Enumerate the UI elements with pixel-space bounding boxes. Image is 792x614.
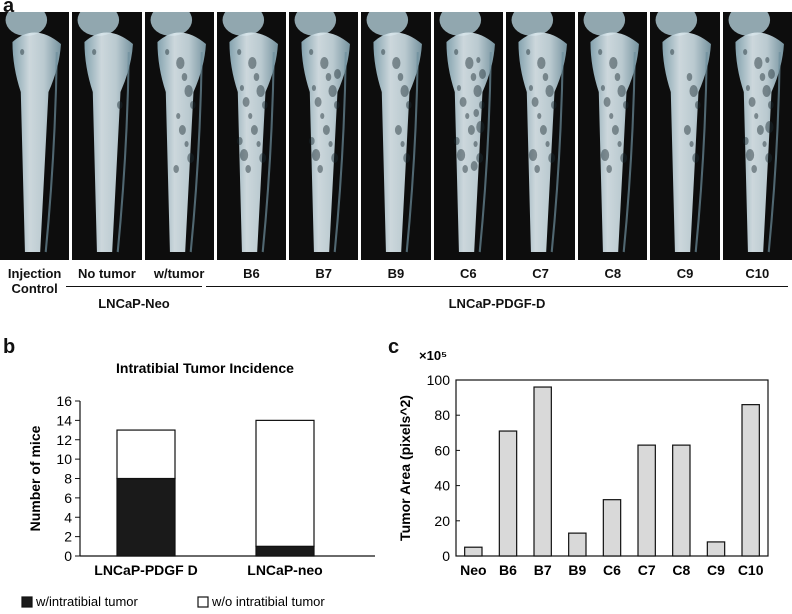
bar xyxy=(464,546,483,557)
bar-segment xyxy=(116,477,176,557)
xray-label: C9 xyxy=(676,266,694,281)
xray-image xyxy=(433,12,503,260)
xray-label: C7 xyxy=(532,266,549,281)
y-tick-label: 6 xyxy=(64,490,72,506)
xray-image xyxy=(216,12,287,260)
y-tick-label: 60 xyxy=(434,442,450,458)
y-tick-label: 12 xyxy=(56,432,72,448)
y-tick-label: 14 xyxy=(56,412,72,428)
legend-label: w/o intratibial tumor xyxy=(211,594,325,609)
xray-label: Injection Control xyxy=(7,266,62,296)
bar xyxy=(533,386,552,557)
legend-swatch xyxy=(197,596,209,608)
xray-image xyxy=(722,12,792,260)
y-tick-label: 2 xyxy=(64,529,72,545)
category-label: B9 xyxy=(568,562,586,578)
bar xyxy=(637,444,656,557)
xray-label: C10 xyxy=(745,266,770,281)
bar xyxy=(672,444,691,557)
panel-c-letter: c xyxy=(388,336,400,358)
xray-image xyxy=(0,12,70,260)
xray-label: B9 xyxy=(387,266,405,281)
bar-segment xyxy=(116,429,176,480)
xray-label: B7 xyxy=(315,266,333,281)
panel-a-letter: a xyxy=(3,0,15,17)
chart-title: Intratibial Tumor Incidence xyxy=(116,360,294,376)
xray-label: C8 xyxy=(604,266,622,281)
bar xyxy=(741,404,760,557)
bar xyxy=(602,499,622,557)
y-tick-label: 8 xyxy=(64,471,72,487)
xray-image xyxy=(289,12,359,260)
legend-swatch xyxy=(21,596,33,608)
xray-image xyxy=(72,12,142,260)
y-tick-label: 0 xyxy=(442,548,450,564)
y-tick-label: 80 xyxy=(434,407,450,423)
bar xyxy=(706,541,726,557)
group-label-pdgfd: LNCaP-PDGF-D xyxy=(448,296,546,311)
xray-image xyxy=(650,12,720,260)
legend-label: w/intratibial tumor xyxy=(35,594,139,609)
group-bracket-pdgfd xyxy=(206,286,788,287)
category-label: B6 xyxy=(499,562,517,578)
bar xyxy=(498,430,518,557)
xray-label: No tumor xyxy=(78,266,136,281)
y-tick-label: 16 xyxy=(56,393,72,409)
xray-image xyxy=(144,12,214,260)
y-axis-label: Tumor Area (pixels^2) xyxy=(397,395,413,541)
category-label: B7 xyxy=(534,562,552,578)
y-tick-label: 100 xyxy=(427,372,451,388)
tumor-area-chart: ×10⁵ Tumor Area (pixels^2) 020406080100 … xyxy=(397,348,769,578)
category-label: C9 xyxy=(707,562,725,578)
xray-image xyxy=(578,12,648,260)
group-label-neo: LNCaP-Neo xyxy=(98,296,170,311)
category-label: LNCaP-neo xyxy=(247,562,322,578)
category-label: LNCaP-PDGF D xyxy=(94,562,197,578)
bar-segment xyxy=(255,545,315,557)
bar xyxy=(568,532,587,557)
category-label: C6 xyxy=(603,562,621,578)
tumor-incidence-chart: Intratibial Tumor Incidence Number of mi… xyxy=(21,360,375,609)
xray-label: B6 xyxy=(243,266,260,281)
y-tick-label: 20 xyxy=(434,513,450,529)
y-tick-label: 40 xyxy=(434,478,450,494)
xray-label: w/tumor xyxy=(153,266,205,281)
category-label: Neo xyxy=(460,562,486,578)
category-label: C8 xyxy=(672,562,690,578)
category-label: C7 xyxy=(638,562,656,578)
panel-b-letter: b xyxy=(3,336,16,358)
bar-segment xyxy=(255,419,315,547)
y-tick-label: 10 xyxy=(56,451,72,467)
xray-image xyxy=(505,12,576,260)
xray-image xyxy=(361,12,431,260)
y-tick-label: 4 xyxy=(64,509,72,525)
category-label: C10 xyxy=(738,562,764,578)
xray-label: C6 xyxy=(459,266,477,281)
group-bracket-neo xyxy=(66,286,202,287)
y-multiplier: ×10⁵ xyxy=(419,348,447,363)
y-tick-label: 0 xyxy=(64,548,72,564)
y-axis-label: Number of mice xyxy=(27,425,43,531)
